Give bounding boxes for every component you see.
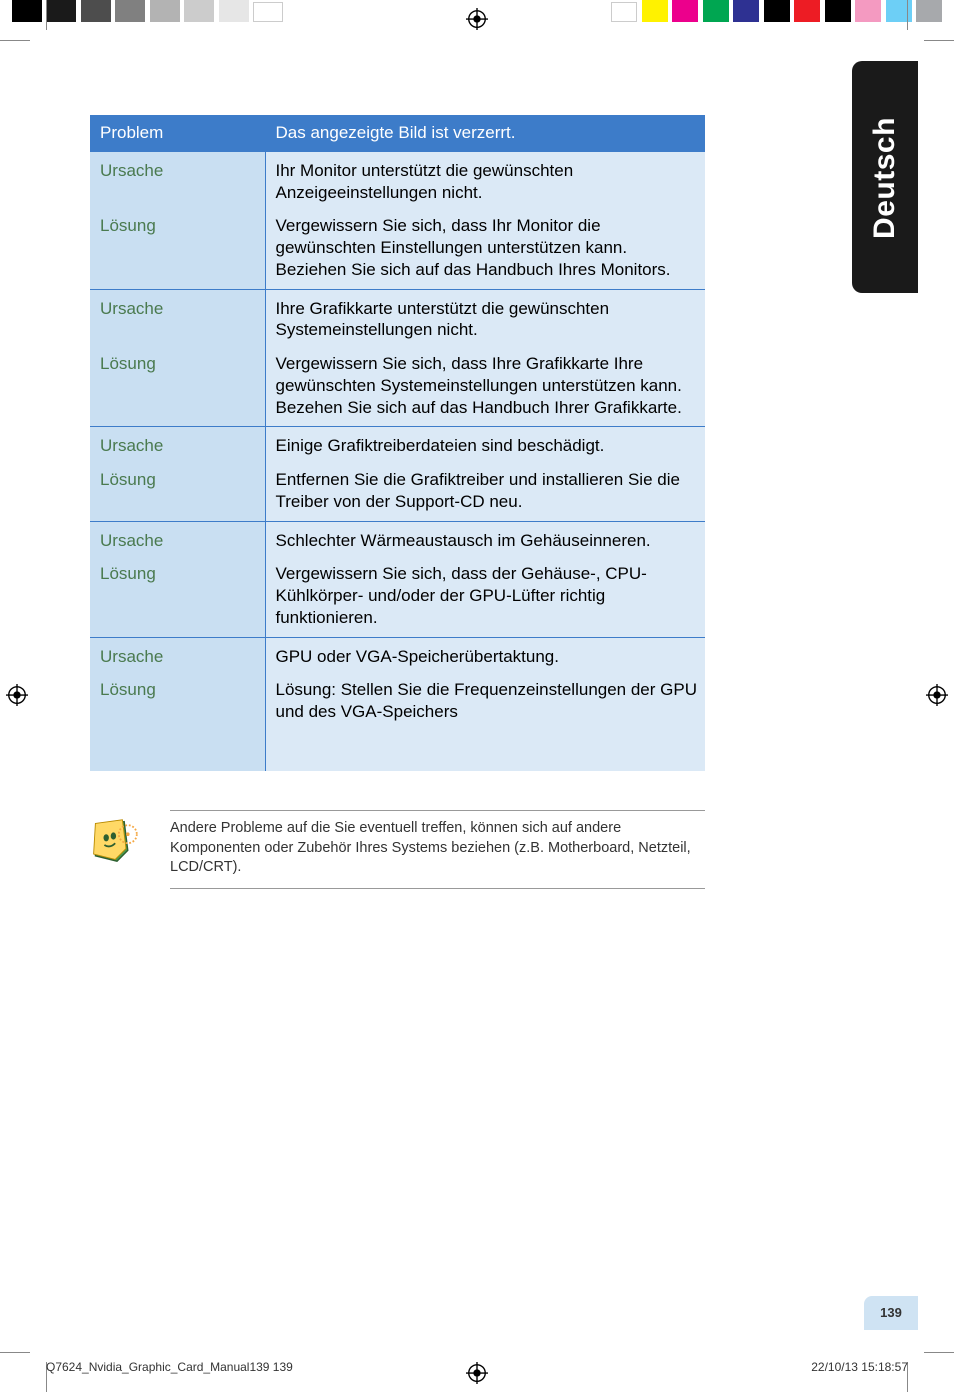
note-icon [90, 818, 144, 872]
cause-label: Ursache [90, 521, 265, 557]
solution-label: Lösung [90, 463, 265, 521]
cause-text: Ihre Grafikkarte unterstützt die gewünsc… [265, 289, 705, 347]
troubleshooting-table: Problem Das angezeigte Bild ist verzerrt… [90, 115, 705, 771]
header-problem-label: Problem [90, 115, 265, 152]
header-problem-text: Das angezeigte Bild ist verzerrt. [265, 115, 705, 152]
table-header-row: Problem Das angezeigte Bild ist verzerrt… [90, 115, 705, 152]
cause-text: Ihr Monitor unterstützt die gewünschten … [265, 152, 705, 210]
table-row: Ursache Ihre Grafikkarte unterstützt die… [90, 289, 705, 347]
crop-mark [46, 0, 47, 30]
crop-mark [924, 1352, 954, 1353]
registration-mark-icon [6, 684, 28, 706]
table-row: Lösung Vergewissern Sie sich, dass Ihre … [90, 347, 705, 426]
table-row: Lösung Vergewissern Sie sich, dass Ihr M… [90, 209, 705, 288]
solution-label: Lösung [90, 673, 265, 771]
table-row: Lösung Vergewissern Sie sich, dass der G… [90, 557, 705, 636]
table-row: Ursache GPU oder VGA-Speicherübertaktung… [90, 637, 705, 673]
table-row: Ursache Ihr Monitor unterstützt die gewü… [90, 152, 705, 210]
cause-label: Ursache [90, 152, 265, 210]
cause-text: Schlechter Wärmeaustausch im Gehäuseinne… [265, 521, 705, 557]
language-tab: Deutsch [852, 61, 918, 293]
solution-text: Vergewissern Sie sich, dass der Gehäuse-… [265, 557, 705, 636]
registration-mark-icon [926, 684, 948, 706]
note-text: Andere Probleme auf die Sie eventuell tr… [170, 810, 705, 889]
solution-label: Lösung [90, 347, 265, 426]
table-row: Ursache Einige Grafiktreiberdateien sind… [90, 427, 705, 463]
solution-text: Entfernen Sie die Grafiktreiber und inst… [265, 463, 705, 521]
cause-label: Ursache [90, 427, 265, 463]
crop-mark [0, 40, 30, 41]
language-tab-label: Deutsch [868, 113, 902, 243]
crop-mark [924, 40, 954, 41]
footer-datetime: 22/10/13 15:18:57 [811, 1360, 908, 1374]
table-row: Lösung Entfernen Sie die Grafiktreiber u… [90, 463, 705, 521]
registration-mark-icon [466, 1362, 488, 1384]
solution-text: Vergewissern Sie sich, dass Ihre Grafikk… [265, 347, 705, 426]
cause-label: Ursache [90, 637, 265, 673]
page-number-badge: 139 [864, 1296, 918, 1330]
table-row: Ursache Schlechter Wärmeaustausch im Geh… [90, 521, 705, 557]
table-row: Lösung Lösung: Stellen Sie die Frequenze… [90, 673, 705, 771]
cause-text: Einige Grafiktreiberdateien sind beschäd… [265, 427, 705, 463]
crop-mark [907, 0, 908, 30]
cause-text: GPU oder VGA-Speicherübertaktung. [265, 637, 705, 673]
solution-label: Lösung [90, 209, 265, 288]
solution-label: Lösung [90, 557, 265, 636]
registration-mark-icon [466, 8, 488, 30]
crop-mark [0, 1352, 30, 1353]
solution-text: Vergewissern Sie sich, dass Ihr Monitor … [265, 209, 705, 288]
footer-filename: Q7624_Nvidia_Graphic_Card_Manual139 139 [46, 1360, 293, 1374]
solution-text: Lösung: Stellen Sie die Frequenzeinstell… [265, 673, 705, 771]
cause-label: Ursache [90, 289, 265, 347]
